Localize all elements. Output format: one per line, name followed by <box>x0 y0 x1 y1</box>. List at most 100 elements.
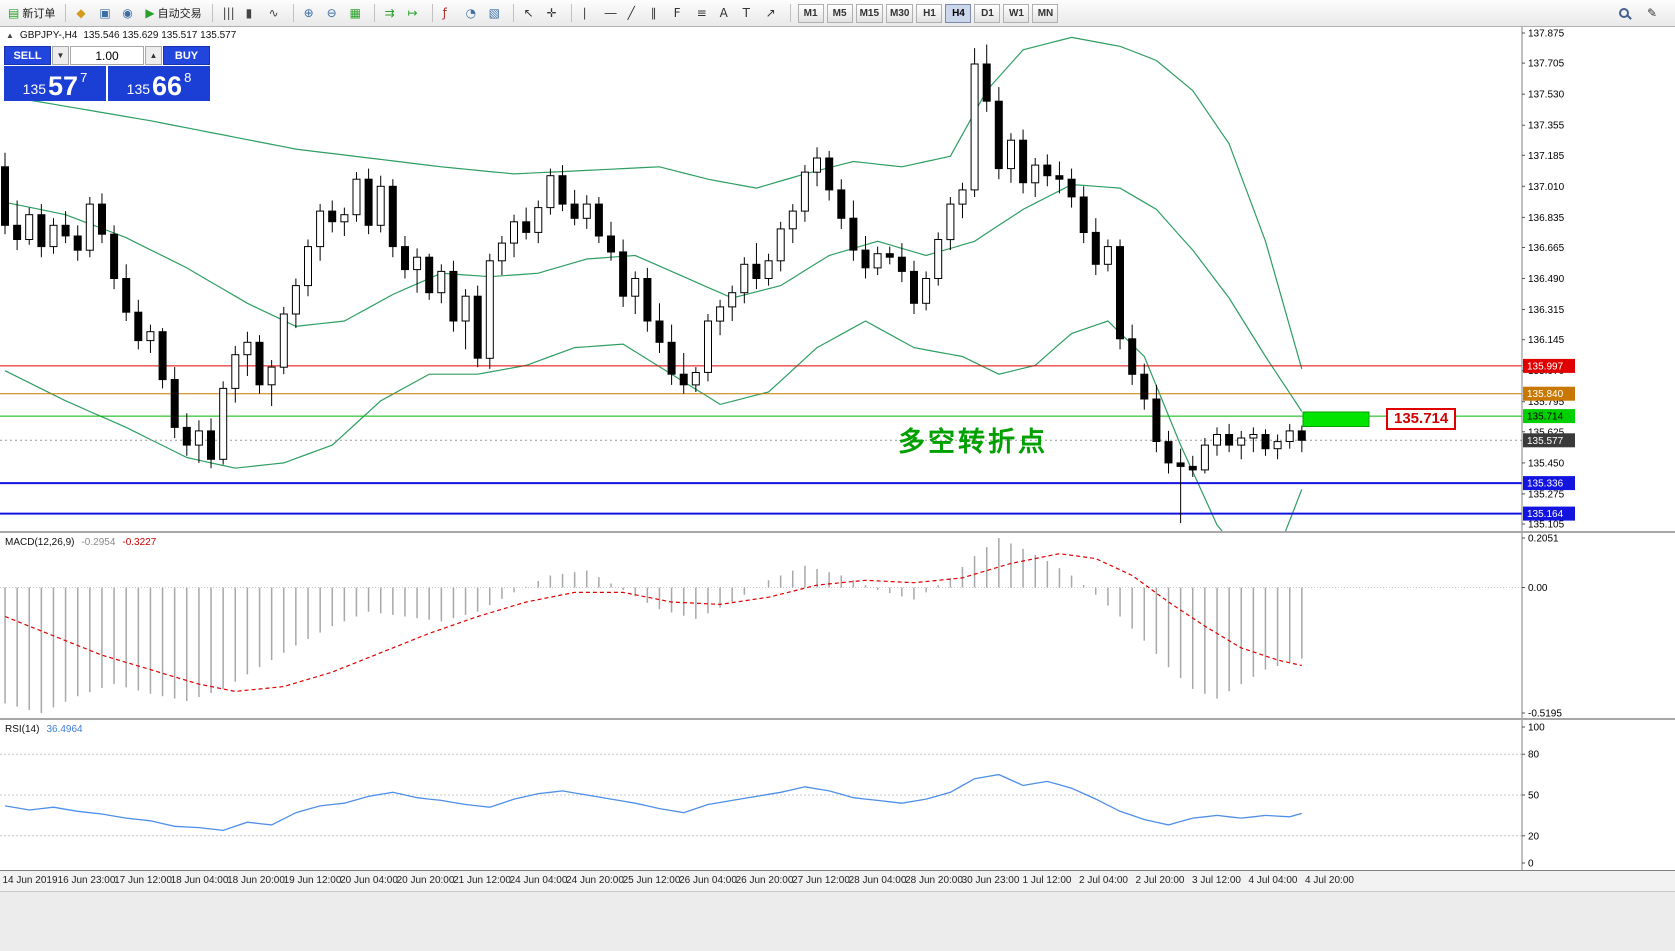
candle-body <box>885 253 894 258</box>
data-window-button[interactable]: ▣ <box>95 2 117 24</box>
buy-button[interactable]: BUY <box>163 46 210 65</box>
time-axis-label: 28 Jun 04:00 <box>848 875 907 886</box>
time-axis-label: 27 Jun 12:00 <box>792 875 850 886</box>
candle-body <box>1091 231 1100 265</box>
highlight-zone[interactable] <box>1302 411 1370 427</box>
timeframe-m15-button[interactable]: M15 <box>855 3 884 23</box>
timeframe-w1-button[interactable]: W1 <box>1003 3 1030 23</box>
candle-body <box>1067 178 1076 198</box>
buy-price[interactable]: 135 66 8 <box>108 66 210 101</box>
navigator-button[interactable]: ◉ <box>118 2 140 24</box>
macd-histogram-bar <box>1216 587 1218 699</box>
sell-price[interactable]: 135 57 7 <box>4 66 106 101</box>
auto-scroll-button[interactable]: ⇉ <box>381 2 403 24</box>
cursor-icon: ↖ <box>523 6 534 20</box>
macd-histogram-bar <box>634 587 636 597</box>
toolbar-separator <box>65 4 67 22</box>
horizontal-line-button[interactable]: ― <box>601 2 623 24</box>
macd-histogram-bar <box>319 587 321 633</box>
trendline-button[interactable]: ╱ <box>624 2 646 24</box>
candle-body <box>1055 175 1064 180</box>
time-axis-label: 28 Jun 20:00 <box>905 875 963 886</box>
macd-histogram-bar <box>428 587 430 620</box>
volume-up-button[interactable]: ▲ <box>145 46 162 65</box>
macd-histogram-bar <box>610 583 612 588</box>
vertical-line-button[interactable]: ∣ <box>578 2 600 24</box>
trade-panel-prices: 135 57 7 135 66 8 <box>4 66 210 101</box>
timeframe-h1-button[interactable]: H1 <box>916 3 943 23</box>
templates-button[interactable]: ▧ <box>485 2 507 24</box>
candle-body <box>740 263 749 294</box>
edit-icon: ✎ <box>1647 6 1658 20</box>
candle-body <box>510 221 518 244</box>
panel-separator[interactable] <box>0 531 1675 533</box>
time-axis-label: 2 Jul 04:00 <box>1079 875 1128 886</box>
timeframe-m5-button[interactable]: M5 <box>826 3 853 23</box>
sell-button[interactable]: SELL <box>4 46 51 65</box>
time-axis-label: 20 Jun 20:00 <box>396 875 455 886</box>
new-order-label: 新订单 <box>22 8 56 20</box>
panel-separator[interactable] <box>0 718 1675 720</box>
zoom-in-button[interactable]: ⊕ <box>300 2 322 24</box>
channel-button[interactable]: ∥ <box>647 2 669 24</box>
rsi-axis-label: 50 <box>1528 791 1540 802</box>
cursor-button[interactable]: ↖ <box>520 2 542 24</box>
macd-value-signal: -0.3227 <box>122 537 157 548</box>
rsi-axis-label: 0 <box>1528 859 1534 870</box>
candle-body <box>291 285 300 315</box>
candle-body <box>413 256 422 271</box>
volume-input[interactable] <box>70 46 144 65</box>
candle-body <box>328 210 337 223</box>
timeframe-m1-button[interactable]: M1 <box>797 3 824 23</box>
macd-histogram-bar <box>586 570 588 588</box>
macd-axis-label: 0.00 <box>1528 583 1548 594</box>
macd-histogram-bar <box>40 587 43 714</box>
timeframe-m30-button[interactable]: M30 <box>886 3 914 23</box>
periods-button[interactable]: ◔ <box>462 2 484 24</box>
fibonacci-icon: F <box>673 6 681 20</box>
macd-panel[interactable]: 0.2051 0.00 -0.5195 <box>0 533 1675 718</box>
price-axis-label: 136.315 <box>1528 305 1565 316</box>
candle-body <box>1200 444 1209 471</box>
volume-down-button[interactable]: ▼ <box>52 46 69 65</box>
label-button[interactable]: T <box>739 2 761 24</box>
zoom-out-button[interactable]: ⊖ <box>323 2 345 24</box>
time-axis[interactable]: 14 Jun 2019 16 Jun 23:00 17 Jun 12:00 18 Ju… <box>0 870 1675 891</box>
macd-histogram-bar <box>464 587 467 615</box>
macd-histogram-bar <box>416 587 418 619</box>
candle-body <box>946 203 955 241</box>
macd-histogram-bar <box>816 569 818 588</box>
shapes-button[interactable]: ≡ <box>693 2 715 24</box>
chart-shift-button[interactable]: ↦ <box>404 2 426 24</box>
macd-histogram-bar <box>28 587 30 710</box>
arrows-button[interactable]: ↗ <box>762 2 784 24</box>
autotrading-button[interactable]: ▶ 自动交易 <box>141 2 205 24</box>
crosshair-button[interactable]: ✛ <box>543 2 565 24</box>
timeframe-d1-button[interactable]: D1 <box>974 3 1001 23</box>
indicators-button[interactable]: ƒ <box>439 2 461 24</box>
macd-histogram-bar <box>1228 587 1230 692</box>
autotrading-label: 自动交易 <box>157 8 202 20</box>
candle-body <box>340 214 349 223</box>
price-callout: 135.714 <box>1386 408 1457 430</box>
candle-body <box>958 189 967 205</box>
fibonacci-button[interactable]: F <box>670 2 692 24</box>
market-watch-button[interactable]: ◆ <box>72 2 94 24</box>
timeframe-h4-button[interactable]: H4 <box>945 3 972 23</box>
search-button[interactable] <box>1615 2 1637 24</box>
edit-button[interactable]: ✎ <box>1643 2 1665 24</box>
bar-chart-button[interactable]: ||| <box>219 2 241 24</box>
candle-body <box>98 203 106 235</box>
arrows-icon: ↗ <box>765 6 776 20</box>
line-chart-button[interactable]: ∿ <box>265 2 287 24</box>
text-button[interactable]: A <box>716 2 738 24</box>
timeframe-mn-button[interactable]: MN <box>1032 3 1059 23</box>
new-order-button[interactable]: ▤ 新订单 <box>4 2 59 24</box>
candlestick-chart-button[interactable]: ▮ <box>242 2 264 24</box>
candle-body <box>13 224 22 241</box>
tile-windows-button[interactable]: ▦ <box>346 2 368 24</box>
candle-body <box>37 214 46 248</box>
price-tag <box>1523 433 1575 448</box>
rsi-panel[interactable]: 100 80 50 20 0 <box>0 720 1675 870</box>
main-chart[interactable]: 137.875 137.705 137.530 137.355 137.185 137.0… <box>0 27 1675 531</box>
